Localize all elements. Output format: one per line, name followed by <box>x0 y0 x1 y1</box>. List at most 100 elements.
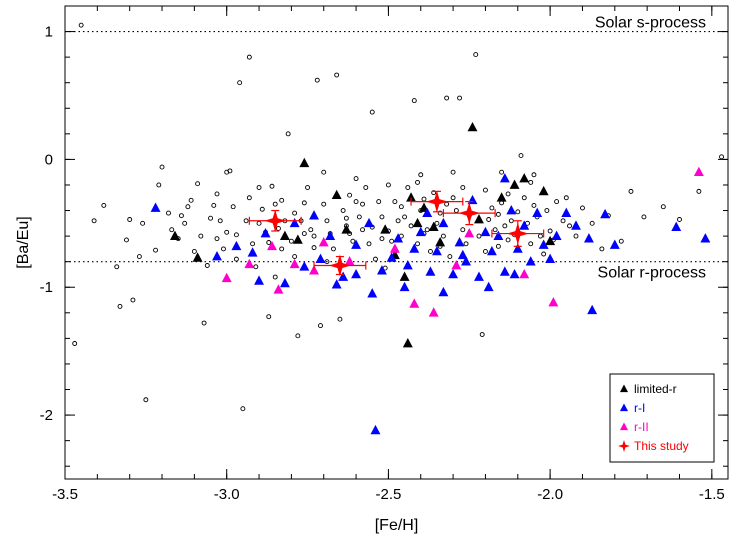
point-circle <box>224 229 230 235</box>
point-circle <box>444 201 450 207</box>
point-circle <box>204 263 210 268</box>
point-circle <box>337 316 343 322</box>
point-circle <box>389 238 395 244</box>
point-circle <box>211 202 217 208</box>
point-circle <box>217 218 223 224</box>
point-circle <box>719 154 724 160</box>
point-circle <box>305 185 311 190</box>
point-triangle <box>454 237 465 247</box>
point-circle <box>408 223 414 229</box>
point-triangle <box>393 233 404 243</box>
point-triangle <box>499 173 510 183</box>
point-triangle <box>428 221 439 232</box>
point-triangle <box>671 221 682 232</box>
point-circle <box>418 172 424 178</box>
point-triangle <box>325 230 336 240</box>
point-triangle <box>545 253 556 263</box>
point-circle <box>476 233 482 239</box>
point-triangle <box>525 256 536 266</box>
point-triangle <box>545 235 556 246</box>
series-0 <box>72 22 724 412</box>
point-triangle <box>309 265 319 275</box>
point-triangle <box>267 240 277 251</box>
point-circle <box>178 213 184 219</box>
point-circle <box>185 204 191 210</box>
point-triangle <box>415 226 426 237</box>
point-circle <box>246 195 252 201</box>
point-triangle <box>399 281 410 292</box>
point-triangle <box>299 157 310 168</box>
point-circle <box>641 214 647 220</box>
point-circle <box>272 274 278 280</box>
point-triangle <box>538 185 549 196</box>
point-circle <box>356 214 362 220</box>
point-circle <box>521 195 527 201</box>
axis-ticks <box>64 5 728 479</box>
point-circle <box>292 254 298 260</box>
point-triangle <box>367 288 378 298</box>
point-triangle <box>412 217 423 228</box>
point-circle <box>677 217 682 222</box>
point-circle <box>366 241 372 247</box>
point-triangle <box>221 272 232 283</box>
point-triangle <box>425 266 436 276</box>
point-triangle <box>700 233 711 243</box>
point-triangle <box>548 297 559 307</box>
point-circle <box>214 191 220 197</box>
point-circle <box>114 264 120 270</box>
y-tick-label: 1 <box>45 24 53 41</box>
point-triangle <box>571 220 581 230</box>
point-triangle <box>519 220 530 230</box>
point-circle <box>288 238 294 244</box>
point-star <box>425 190 448 213</box>
plot-frame <box>64 5 729 480</box>
point-circle <box>411 98 417 104</box>
legend: limited-r r-I r-II This study <box>609 373 715 463</box>
point-circle <box>314 77 320 83</box>
axis-labels: -3.5 -3.0 -2.5 -2.0 -1.5 -2 -1 0 1 [Fe/H] [Ba/Eu] S… <box>15 15 725 534</box>
point-triangle <box>299 261 310 271</box>
point-circle <box>376 199 382 205</box>
point-circle <box>166 210 171 216</box>
point-triangle <box>438 217 449 228</box>
point-circle <box>505 237 511 243</box>
point-triangle <box>247 247 258 257</box>
point-triangle <box>499 266 510 276</box>
point-triangle <box>389 243 400 253</box>
reference-lines <box>65 30 728 263</box>
point-triangle <box>464 228 475 238</box>
point-triangle <box>509 179 520 189</box>
x-tick-label: -3.0 <box>214 486 240 503</box>
point-circle <box>188 197 194 203</box>
point-circle <box>415 241 420 247</box>
y-axis-title: [Ba/Eu] <box>15 216 32 268</box>
point-circle <box>437 210 443 216</box>
point-circle <box>301 200 307 206</box>
point-circle <box>431 190 437 196</box>
point-circle <box>233 256 239 262</box>
point-circle <box>360 227 365 233</box>
point-star <box>264 209 287 232</box>
point-circle <box>563 195 569 201</box>
point-circle <box>266 240 272 245</box>
legend-marker <box>619 422 629 431</box>
point-triangle <box>351 268 362 279</box>
point-triangle <box>486 245 497 256</box>
point-triangle <box>587 304 598 315</box>
point-circle <box>140 220 146 226</box>
point-circle <box>279 246 285 252</box>
point-triangle <box>457 249 468 260</box>
point-circle <box>256 185 262 190</box>
point-circle <box>373 256 378 262</box>
point-circle <box>324 259 330 265</box>
point-circle <box>221 246 226 252</box>
point-triangle <box>480 226 491 237</box>
point-triangle <box>600 208 611 219</box>
point-triangle <box>406 192 417 202</box>
point-circle <box>660 204 666 210</box>
point-circle <box>214 236 220 242</box>
legend-box <box>609 373 715 463</box>
point-triangle <box>422 207 433 217</box>
point-circle <box>495 243 501 249</box>
point-triangle <box>254 275 264 285</box>
